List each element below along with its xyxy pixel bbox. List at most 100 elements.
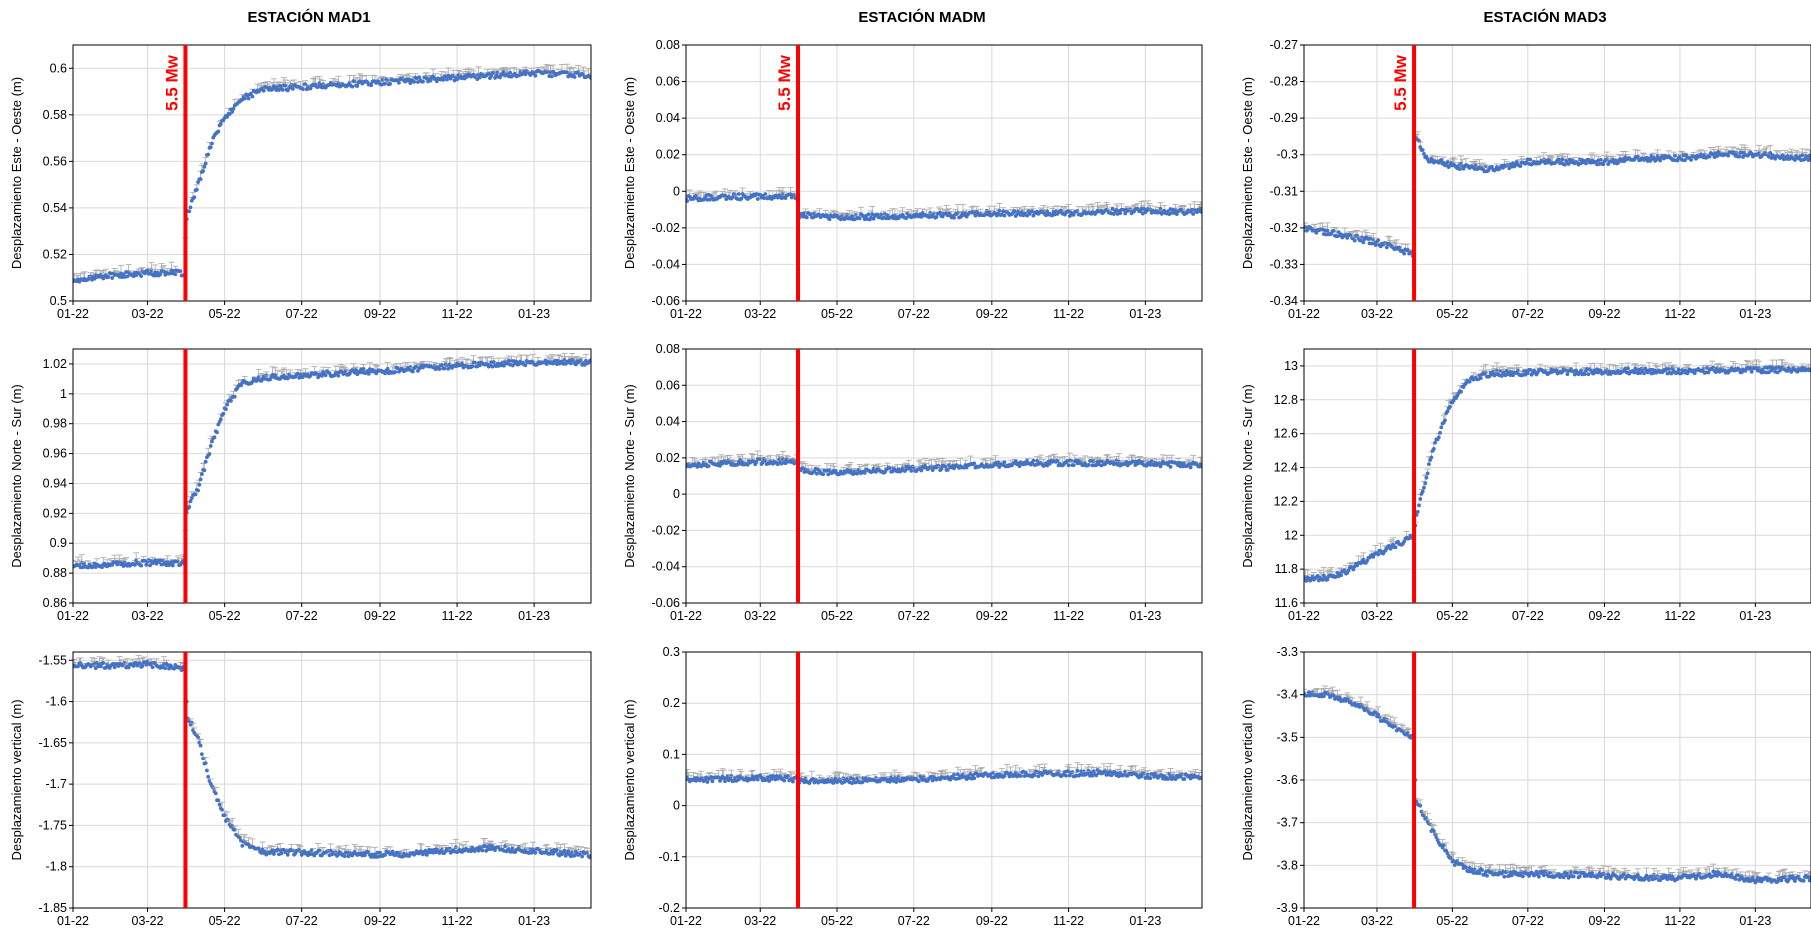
y-tick-label: 0.04 (656, 415, 680, 429)
data-point (187, 505, 192, 509)
data-point (894, 780, 899, 784)
x-tick-label: 01-23 (518, 609, 550, 623)
x-tick-label: 01-23 (1129, 609, 1161, 623)
data-point (501, 363, 506, 368)
data-point (410, 369, 415, 374)
y-tick-label: -0.04 (652, 257, 681, 271)
y-tick-label: -1.85 (39, 901, 68, 915)
x-tick-label: 07-22 (898, 609, 930, 623)
x-tick-label: 11-22 (1053, 307, 1084, 321)
data-point (428, 78, 433, 83)
data-point (188, 499, 193, 504)
data-point (568, 361, 573, 366)
y-tick-label: -1.65 (39, 736, 68, 750)
data-point (279, 851, 284, 856)
y-tick-label: 0.04 (656, 111, 680, 125)
data-point (1198, 206, 1202, 211)
y-tick-label: 0.52 (43, 247, 67, 261)
data-point (232, 827, 237, 832)
data-point (217, 802, 222, 807)
plot-frame (685, 348, 1203, 604)
data-point (477, 75, 482, 80)
data-point (879, 212, 883, 217)
data-point (446, 366, 451, 371)
data-point (178, 269, 183, 273)
data-point (1168, 464, 1173, 469)
y-tick-label: -0.06 (652, 294, 681, 308)
data-point (551, 851, 555, 856)
data-point (723, 779, 727, 784)
data-point (779, 461, 784, 466)
data-point (202, 164, 207, 169)
x-tick-label: 01-22 (57, 609, 89, 623)
data-point (745, 462, 750, 467)
y-tick-label: 0.56 (43, 154, 67, 168)
data-point (1123, 211, 1128, 216)
data-point (533, 850, 538, 855)
data-point (864, 776, 868, 780)
data-point (566, 849, 571, 854)
data-point (216, 129, 221, 134)
y-tick-label: -1.8 (45, 860, 67, 874)
data-point (218, 122, 223, 126)
data-point (1035, 458, 1040, 463)
x-tick-label: 01-22 (670, 609, 702, 623)
data-point (417, 75, 422, 80)
y-tick-label: 0.08 (656, 38, 680, 52)
x-tick-label: 01-22 (57, 914, 89, 928)
data-point (196, 180, 200, 185)
data-point (955, 772, 960, 777)
data-point (470, 845, 475, 850)
series-points (73, 654, 591, 860)
y-tick-label: 0.54 (43, 201, 67, 215)
data-point (229, 398, 233, 403)
data-point (1002, 460, 1007, 465)
x-tick-label: 05-22 (821, 307, 853, 321)
data-point (246, 96, 251, 101)
y-tick-label: -0.02 (652, 523, 681, 537)
data-point (1166, 209, 1170, 214)
data-point (131, 664, 136, 668)
data-point (1174, 212, 1179, 217)
x-tick-label: 07-22 (286, 609, 318, 623)
data-point (1118, 211, 1123, 215)
data-point (232, 394, 237, 399)
data-point (445, 77, 449, 82)
x-tick-label: 01-23 (518, 307, 550, 321)
data-point (448, 76, 453, 81)
data-point (139, 563, 144, 568)
data-point (139, 274, 144, 279)
y-tick-label: 0.98 (43, 417, 67, 431)
data-point (919, 468, 924, 473)
data-point (218, 417, 223, 422)
data-point (189, 496, 194, 500)
data-point (220, 807, 224, 812)
y-tick-label: -1.75 (39, 818, 68, 832)
data-point (580, 854, 585, 859)
data-point (1071, 212, 1076, 217)
data-point (1064, 773, 1068, 778)
data-point (100, 565, 104, 570)
data-point (383, 853, 387, 857)
data-point (851, 777, 856, 782)
x-tick-label: 05-22 (821, 609, 853, 623)
data-point (393, 370, 398, 374)
data-point (203, 161, 208, 166)
plot-frame (685, 44, 1203, 302)
data-point (1045, 209, 1050, 214)
data-point (903, 469, 907, 473)
data-point (1012, 209, 1017, 213)
data-point (280, 88, 285, 92)
y-tick-label: -0.02 (652, 221, 681, 235)
data-point (227, 112, 232, 116)
x-tick-label: 03-22 (132, 307, 164, 321)
data-point (198, 177, 203, 182)
data-point (565, 70, 569, 75)
data-point (134, 273, 139, 278)
y-tick-label: -0.06 (652, 596, 681, 610)
data-point (201, 756, 206, 761)
data-point (523, 363, 528, 368)
data-point (997, 465, 1002, 469)
y-tick-label: 0.02 (656, 451, 680, 465)
